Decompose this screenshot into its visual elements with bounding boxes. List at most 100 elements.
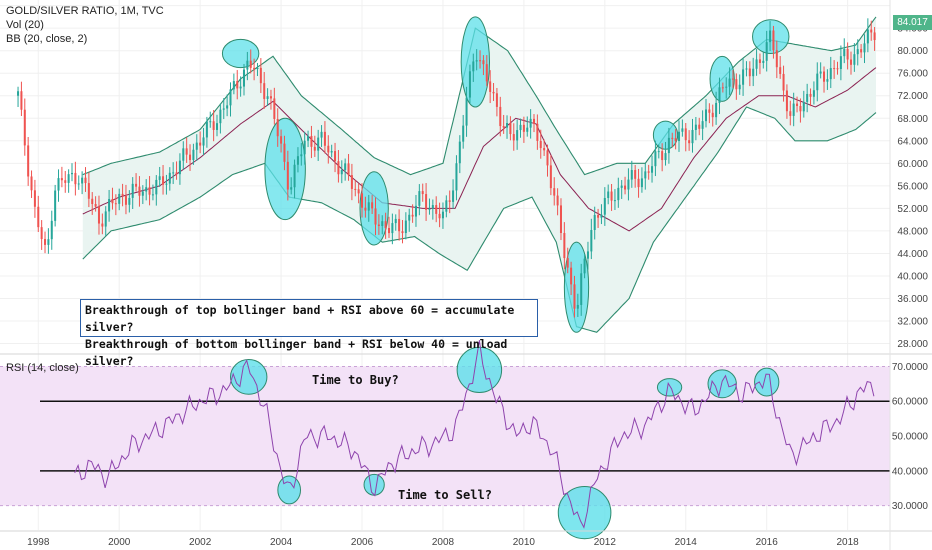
time-axis-tick: 2016	[756, 537, 779, 548]
price-candle	[512, 134, 515, 141]
price-candle	[613, 200, 616, 202]
price-candle	[47, 239, 50, 245]
price-candle	[651, 166, 654, 173]
price-candle	[290, 187, 293, 190]
price-candle	[637, 178, 640, 188]
price-candle	[438, 213, 441, 219]
buy-label: Time to Buy?	[312, 373, 399, 387]
price-candle	[735, 79, 738, 90]
strategy-note-line-2: Breakthrough of bottom bollinger band + …	[85, 337, 508, 368]
price-candle	[340, 170, 343, 175]
price-candle	[688, 140, 691, 144]
price-candle	[189, 154, 192, 161]
price-candle	[310, 135, 313, 147]
price-axis-tick: 72.000	[897, 91, 928, 102]
rsi-highlight-zone	[656, 378, 683, 397]
price-candle	[482, 60, 485, 65]
price-candle	[323, 131, 326, 146]
price-candle	[182, 148, 185, 161]
price-candle	[414, 205, 417, 217]
price-candle	[185, 148, 188, 155]
price-candle	[522, 124, 525, 132]
price-candle	[792, 103, 795, 116]
time-axis-tick: 2014	[675, 537, 698, 548]
rsi-axis-tick: 40.0000	[892, 466, 929, 477]
rsi-highlight-zone	[277, 475, 302, 505]
price-candle	[30, 176, 33, 191]
price-candle	[77, 183, 80, 185]
price-candle	[620, 185, 623, 188]
price-candle	[856, 49, 859, 55]
price-candle	[357, 189, 360, 194]
price-candle	[657, 151, 660, 153]
price-candle	[219, 109, 222, 124]
price-candle	[576, 304, 579, 309]
time-axis-tick: 2012	[594, 537, 617, 548]
price-candle	[873, 32, 876, 41]
price-candle	[769, 30, 772, 43]
price-candle	[178, 160, 181, 175]
price-candle	[259, 67, 262, 84]
price-candle	[320, 131, 323, 138]
price-candle	[721, 87, 724, 89]
price-candle	[266, 96, 269, 99]
price-candle	[539, 140, 542, 149]
price-candle	[519, 124, 522, 131]
price-candle	[148, 187, 151, 195]
price-candle	[458, 141, 461, 164]
price-candle	[296, 156, 299, 165]
price-candle	[121, 193, 124, 196]
price-candle	[499, 106, 502, 127]
price-candle	[600, 214, 603, 218]
price-candle	[273, 98, 276, 119]
price-axis-tick: 76.000	[897, 69, 928, 80]
price-candle	[624, 185, 627, 190]
price-candle	[836, 68, 839, 70]
price-candle	[205, 121, 208, 138]
price-candle	[337, 161, 340, 175]
price-candle	[681, 128, 684, 132]
price-candle	[829, 68, 832, 80]
price-candle	[553, 188, 556, 196]
price-candle	[361, 193, 364, 208]
time-axis-tick: 2004	[270, 537, 293, 548]
price-candle	[762, 60, 765, 63]
price-candle	[468, 71, 471, 98]
price-candle	[532, 118, 536, 124]
price-candle	[779, 67, 782, 74]
price-candle	[74, 172, 77, 185]
price-candle	[344, 163, 347, 171]
price-candle	[704, 109, 708, 122]
price-candle	[151, 194, 154, 196]
price-candle	[155, 179, 158, 195]
rsi-highlight-zone	[363, 473, 385, 496]
price-candle	[441, 211, 444, 219]
price-candle	[671, 137, 674, 139]
price-candle	[789, 111, 792, 116]
price-candle	[195, 142, 198, 150]
price-candle	[242, 69, 246, 87]
price-candle	[215, 123, 219, 130]
price-candle	[425, 194, 428, 210]
time-axis-tick: 2010	[513, 537, 536, 548]
price-candle	[573, 284, 576, 309]
price-candle	[97, 206, 100, 224]
price-candle	[711, 112, 714, 118]
price-candle	[408, 214, 411, 221]
rsi-highlight-zone	[707, 369, 737, 399]
price-candle	[765, 42, 768, 61]
price-candle	[465, 97, 468, 126]
price-candle	[630, 170, 633, 180]
last-price-badge: 84.017	[893, 15, 932, 30]
price-candle	[33, 190, 36, 207]
price-candle	[698, 124, 701, 129]
price-candle	[475, 60, 478, 62]
price-candle	[728, 78, 731, 87]
price-candle	[863, 43, 866, 53]
price-candle	[17, 91, 20, 96]
price-highlight-zone	[709, 55, 735, 102]
price-candle	[691, 129, 694, 144]
price-candle	[411, 214, 414, 217]
price-candle	[124, 195, 127, 205]
